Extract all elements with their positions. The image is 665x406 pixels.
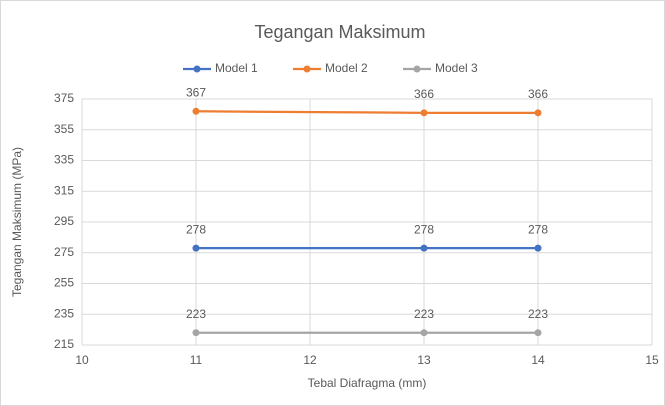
x-tick-label: 15: [645, 353, 659, 367]
y-tick-label: 315: [54, 183, 74, 197]
y-tick-label: 255: [54, 276, 74, 290]
data-point: [534, 329, 542, 337]
data-label: 278: [186, 222, 206, 236]
data-point: [420, 244, 428, 252]
legend-marker: [413, 65, 421, 73]
legend-marker: [193, 65, 201, 73]
chart-title: Tegangan Maksimum: [254, 22, 425, 42]
x-axis-label: Tebal Diafragma (mm): [308, 376, 427, 390]
legend-label: Model 2: [325, 61, 368, 75]
legend-label: Model 1: [215, 61, 258, 75]
y-axis-label: Tegangan Maksimum (MPa): [10, 147, 24, 297]
data-label: 278: [528, 222, 548, 236]
data-point: [192, 244, 200, 252]
data-label: 223: [186, 307, 206, 321]
data-label: 367: [186, 85, 206, 99]
data-label: 366: [528, 87, 548, 101]
y-tick-label: 215: [54, 337, 74, 351]
legend-marker: [303, 65, 311, 73]
y-tick-label: 295: [54, 214, 74, 228]
y-tick-label: 375: [54, 91, 74, 105]
data-point: [192, 107, 200, 115]
legend-label: Model 3: [435, 61, 478, 75]
data-label: 278: [414, 222, 434, 236]
data-label: 223: [528, 307, 548, 321]
x-tick-label: 10: [75, 353, 89, 367]
y-tick-label: 355: [54, 122, 74, 136]
data-point: [192, 329, 200, 337]
y-tick-label: 235: [54, 306, 74, 320]
x-tick-label: 14: [531, 353, 545, 367]
x-tick-label: 13: [417, 353, 431, 367]
data-point: [534, 244, 542, 252]
y-tick-label: 275: [54, 245, 74, 259]
data-point: [420, 109, 428, 117]
data-label: 223: [414, 307, 434, 321]
y-tick-label: 335: [54, 153, 74, 167]
data-label: 366: [414, 87, 434, 101]
data-point: [534, 109, 542, 117]
data-point: [420, 329, 428, 337]
x-tick-label: 11: [190, 353, 203, 367]
x-tick-label: 12: [303, 353, 317, 367]
